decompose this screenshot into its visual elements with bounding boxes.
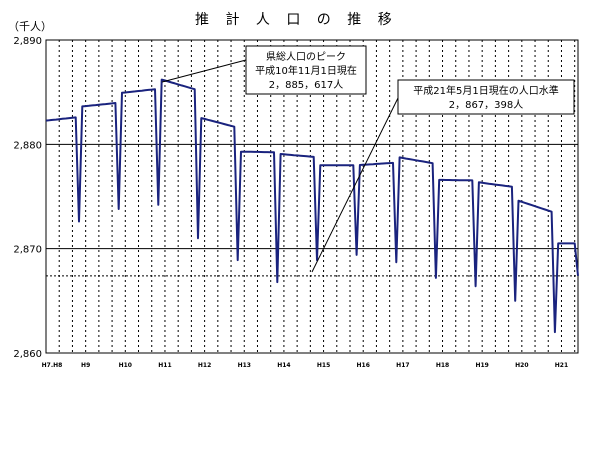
population-line [45, 78, 579, 334]
x-tick-label: H9 [81, 362, 90, 369]
x-tick-label: H21 [555, 362, 568, 369]
x-tick-label: H15 [317, 362, 330, 369]
peak-annotation-line-2: 平成10年11月1日現在 [255, 64, 357, 77]
level-annotation: 平成21年5月1日現在の人口水準 2，867，398人 [397, 79, 575, 115]
y-tick-label: 2,880 [13, 140, 42, 151]
peak-annotation-box [245, 45, 367, 95]
x-tick-label: H11 [158, 362, 171, 369]
peak-annotation-line-1: 県総人口のピーク [266, 50, 346, 63]
y-tick-label: 2,890 [13, 36, 42, 47]
unit-label: （千人） [8, 20, 52, 33]
level-annotation-line-1: 平成21年5月1日現在の人口水準 [413, 84, 558, 97]
x-tick-label: H18 [436, 362, 449, 369]
y-axis-ticks: 2,860 2,870 2,880 2,890 [13, 36, 42, 360]
vertical-gridlines [58, 40, 576, 353]
x-tick-label: H16 [357, 362, 370, 369]
level-callout-line [311, 97, 399, 273]
x-tick-label: H7.H8 [42, 362, 63, 369]
y-tick-label: 2,870 [13, 245, 42, 256]
x-tick-label: H13 [238, 362, 251, 369]
x-tick-label: H19 [475, 362, 488, 369]
population-series [45, 78, 579, 334]
peak-callout-line [161, 59, 247, 83]
peak-annotation-line-3: 2，885，617人 [269, 79, 344, 91]
level-annotation-line-2: 2，867，398人 [449, 99, 524, 111]
x-tick-label: H20 [515, 362, 528, 369]
x-tick-label: H12 [198, 362, 211, 369]
peak-annotation: 県総人口のピーク 平成10年11月1日現在 2，885，617人 [245, 45, 367, 95]
x-tick-label: H10 [119, 362, 132, 369]
chart-title: 推 計 人 口 の 推 移 [195, 12, 398, 28]
y-tick-label: 2,860 [13, 349, 42, 360]
level-annotation-box [397, 79, 575, 115]
x-tick-label: H17 [396, 362, 409, 369]
horizontal-gridlines [46, 39, 578, 354]
x-tick-label: H14 [277, 362, 290, 369]
x-axis-ticks: H7.H8 H9 H10 H11 H12 H13 H14 H15 H16 H17 H18 H19 H20… [42, 362, 569, 369]
